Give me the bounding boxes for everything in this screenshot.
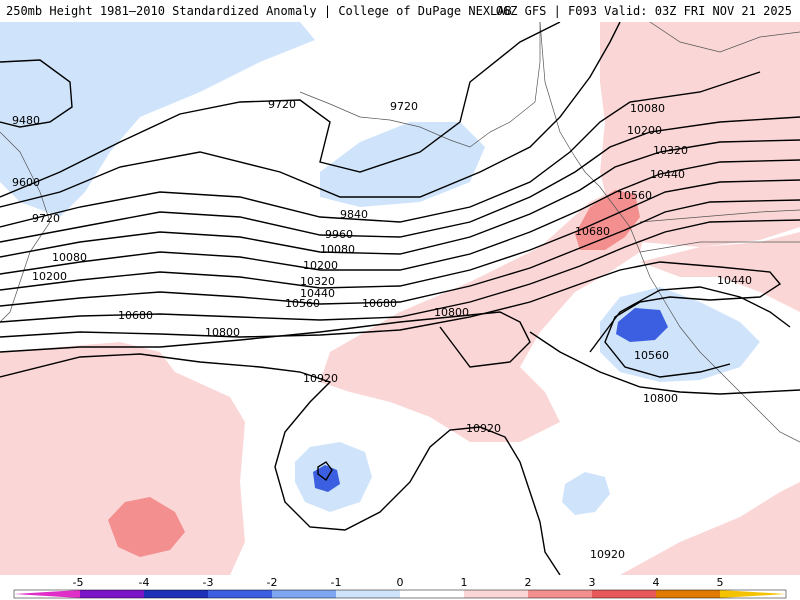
contour-label: 10800 (205, 326, 240, 339)
colorbar-tick: 4 (653, 576, 660, 589)
colorbar-seg-pos1 (464, 590, 528, 598)
contour-label: 10680 (118, 309, 153, 322)
pos-anomaly-ne (600, 22, 800, 247)
colorbar-segments (13, 589, 787, 599)
contour-label: 10920 (590, 548, 625, 561)
colorbar-tick: 0 (397, 576, 404, 589)
colorbar-seg-pos5 (720, 590, 786, 598)
pos2-anomaly-coast (575, 190, 640, 250)
contour-label: 9480 (12, 114, 40, 127)
pos-anomaly-se (620, 482, 800, 575)
contour-label: 10800 (434, 306, 469, 319)
contour-label: 10080 (630, 102, 665, 115)
pos-anomaly-band (320, 187, 650, 442)
colorbar-tick: 3 (589, 576, 596, 589)
colorbar-seg-pos3 (592, 590, 656, 598)
colorbar-ticks: -5 -4 -3 -2 -1 0 1 2 3 4 5 (73, 576, 724, 589)
pos2-anomaly-sw (108, 497, 185, 557)
contour-label: 10680 (575, 225, 610, 238)
colorbar-tick: 1 (461, 576, 468, 589)
anomaly-map: 9480 9600 9720 9720 9720 9840 9960 10080… (0, 22, 800, 575)
colorbar-seg-neg3 (208, 590, 272, 598)
contour-label: 10200 (32, 270, 67, 283)
contour-label: 10920 (303, 372, 338, 385)
contour-labels: 9480 9600 9720 9720 9720 9840 9960 10080… (12, 98, 752, 561)
contour-label: 9600 (12, 176, 40, 189)
colorbar-seg-neg2 (272, 590, 336, 598)
contour-label: 10320 (300, 275, 335, 288)
contour-label: 9720 (390, 100, 418, 113)
contour-label: 10200 (627, 124, 662, 137)
contour-label: 10440 (300, 287, 335, 300)
run-info: 06Z GFS | F093 Valid: 03Z FRI NOV 21 202… (495, 4, 792, 18)
contour-label: 10080 (52, 251, 87, 264)
height-contours (0, 22, 800, 575)
colorbar-seg-neg4 (80, 590, 144, 598)
colorbar-tick: -1 (331, 576, 342, 589)
contour-label: 10080 (320, 243, 355, 256)
colorbar-tick: -2 (267, 576, 278, 589)
colorbar: -5 -4 -3 -2 -1 0 1 2 3 4 5 (13, 576, 787, 599)
colorbar-tick: -5 (73, 576, 84, 589)
pos-anomaly-sw (0, 342, 245, 575)
colorbar-tick: 2 (525, 576, 532, 589)
contour-label: 9720 (268, 98, 296, 111)
neg2-anomaly-eastpac (616, 308, 668, 342)
colorbar-seg-neg35 (144, 590, 208, 598)
contour-label: 9960 (325, 228, 353, 241)
colorbar-seg-neg1 (336, 590, 400, 598)
contour-label: 10680 (362, 297, 397, 310)
contour-label: 10560 (617, 189, 652, 202)
colorbar-tick: -3 (203, 576, 214, 589)
neg-anomaly-alaska (320, 122, 485, 207)
colorbar-seg-pos2 (528, 590, 592, 598)
contour-label: 10440 (650, 168, 685, 181)
colorbar-tick: -4 (139, 576, 150, 589)
contour-label: 10800 (643, 392, 678, 405)
chart-title: 250mb Height 1981–2010 Standardized Anom… (6, 4, 512, 18)
neg-anomaly-small (562, 472, 610, 515)
contour-label: 10440 (717, 274, 752, 287)
colorbar-seg-zero (400, 590, 464, 598)
title-bar: 250mb Height 1981–2010 Standardized Anom… (0, 0, 800, 22)
contour-label: 10200 (303, 259, 338, 272)
colorbar-seg-neg5 (14, 590, 80, 598)
contour-label: 9720 (32, 212, 60, 225)
contour-label: 10560 (634, 349, 669, 362)
contour-label: 9840 (340, 208, 368, 221)
pos-anomaly-band2 (640, 232, 800, 312)
colorbar-tick: 5 (717, 576, 724, 589)
contour-label: 10560 (285, 297, 320, 310)
neg-anomaly-nw (0, 22, 315, 217)
contour-label: 10320 (653, 144, 688, 157)
anomaly-shading (0, 22, 800, 575)
colorbar-seg-pos4 (656, 590, 720, 598)
contour-label: 10920 (466, 422, 501, 435)
